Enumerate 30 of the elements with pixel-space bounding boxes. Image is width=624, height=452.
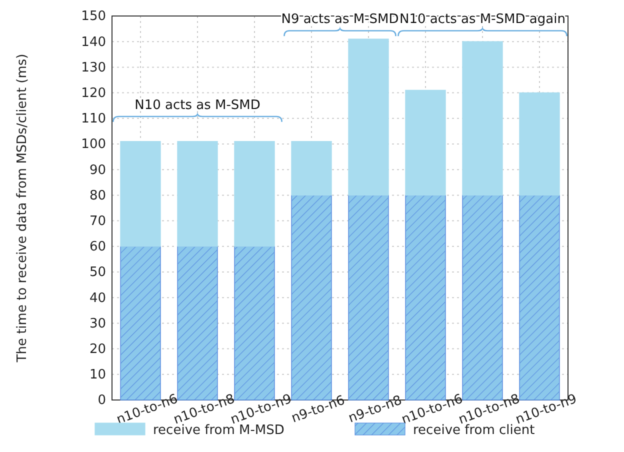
legend-label: receive from M-MSD (153, 423, 284, 438)
y-tick-label: 70 (89, 214, 106, 229)
y-tick-label: 40 (89, 290, 106, 306)
y-tick-label: 30 (89, 316, 106, 332)
y-tick-label: 100 (81, 137, 106, 152)
bar (120, 141, 161, 247)
bar (519, 92, 560, 196)
y-tick-label: 120 (81, 86, 106, 101)
bar (405, 90, 446, 196)
y-tick-label: 0 (98, 393, 106, 408)
y-tick-label: 50 (89, 265, 106, 280)
bar (462, 41, 503, 196)
y-tick-label: 10 (89, 368, 106, 383)
y-tick-label: 60 (89, 240, 106, 255)
y-tick-label: 110 (81, 112, 106, 127)
y-tick-label: 90 (89, 162, 106, 178)
bar (177, 141, 218, 247)
bar (291, 141, 332, 196)
annotation: N9 acts as M-SMD (281, 12, 399, 28)
annotation: N10 acts as M-SMD again (400, 12, 566, 28)
bar (234, 141, 275, 247)
legend-label: receive from client (413, 423, 535, 438)
y-tick-label: 20 (89, 342, 106, 357)
y-tick-label: 150 (81, 9, 106, 24)
y-tick-label: 140 (81, 34, 106, 50)
y-tick-label: 80 (89, 188, 106, 204)
y-axis-title: The time to receive data from MSDs/client (ms) (15, 54, 30, 364)
annotation: N10 acts as M-SMD (134, 98, 260, 113)
bar (348, 38, 389, 196)
y-tick-label: 130 (81, 60, 106, 76)
